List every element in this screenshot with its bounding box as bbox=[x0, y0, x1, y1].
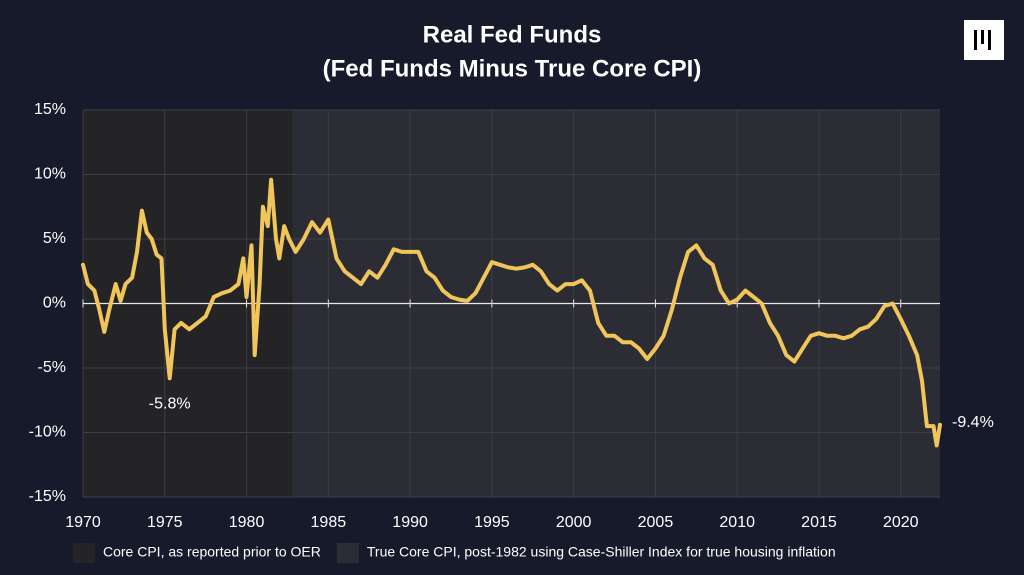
x-tick-label: 2005 bbox=[638, 514, 674, 531]
logo bbox=[964, 20, 1004, 60]
y-tick-label: -5% bbox=[38, 359, 66, 376]
x-tick-label: 1985 bbox=[311, 514, 347, 531]
chart-title: Real Fed Funds bbox=[423, 21, 602, 48]
logo-bar bbox=[974, 30, 977, 50]
x-tick-label: 2010 bbox=[719, 514, 755, 531]
x-tick-label: 1980 bbox=[229, 514, 265, 531]
x-tick-label: 1975 bbox=[147, 514, 183, 531]
y-tick-label: -15% bbox=[29, 488, 66, 505]
x-tick-label: 2020 bbox=[883, 514, 919, 531]
x-tick-label: 2000 bbox=[556, 514, 592, 531]
legend-label: True Core CPI, post-1982 using Case-Shil… bbox=[367, 544, 836, 560]
x-tick-label: 1990 bbox=[392, 514, 428, 531]
annotation: -9.4% bbox=[952, 414, 994, 431]
data-line bbox=[81, 177, 942, 448]
x-tick-label: 2015 bbox=[801, 514, 837, 531]
y-tick-label: 10% bbox=[34, 166, 66, 183]
logo-bar bbox=[988, 30, 991, 50]
legend-swatch bbox=[73, 543, 95, 563]
legend-swatch bbox=[336, 543, 359, 563]
legend-label: Core CPI, as reported prior to OER bbox=[103, 544, 321, 560]
y-tick-label: -10% bbox=[29, 424, 66, 441]
y-tick-label: 5% bbox=[43, 230, 66, 247]
x-tick-label: 1970 bbox=[65, 514, 101, 531]
y-tick-label: 15% bbox=[34, 101, 66, 118]
chart-subtitle: (Fed Funds Minus True Core CPI) bbox=[323, 55, 702, 82]
y-tick-label: 0% bbox=[43, 295, 66, 312]
x-tick-label: 1995 bbox=[474, 514, 510, 531]
logo-bar bbox=[981, 30, 984, 44]
annotation: -5.8% bbox=[149, 396, 191, 413]
